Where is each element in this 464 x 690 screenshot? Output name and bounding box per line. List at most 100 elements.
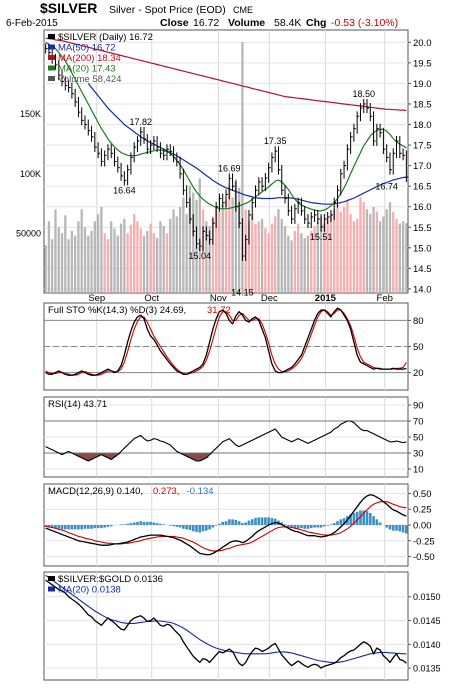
ratio-legend-swatch [48, 576, 55, 581]
rsi-line [45, 420, 407, 462]
sto-axis-tick-label: 20 [413, 368, 424, 379]
volume-bar [316, 221, 319, 293]
macd-histogram-bar [388, 525, 392, 530]
price-axis-tick-label: 16.5 [413, 182, 432, 193]
macd-histogram-bar [175, 525, 179, 527]
volume-bar [313, 226, 316, 293]
macd-histogram-bar [198, 525, 202, 533]
volume-bar [270, 223, 274, 293]
rsi-axis-tick-label: 30 [413, 449, 424, 460]
macd-histogram-bar [201, 525, 205, 532]
macd-histogram-bar [378, 522, 382, 525]
volume-bar [218, 211, 221, 293]
price-axis-tick-label: 14.0 [413, 284, 432, 295]
volume-bar [231, 197, 234, 293]
month-label: Sep [88, 293, 105, 304]
macd-histogram-bar [309, 525, 313, 529]
macd-histogram-bar [142, 521, 146, 525]
volume-bar [54, 209, 57, 293]
macd-histogram-bar [221, 521, 225, 525]
macd-histogram-bar [106, 525, 110, 527]
volume-bar [388, 202, 392, 293]
volume-tick-label: 150K [20, 109, 41, 119]
sto-axis-tick-label: 80 [413, 316, 424, 327]
macd-histogram-bar [191, 525, 195, 532]
volume-bar [51, 239, 54, 293]
rsi-oversold-fill [184, 453, 189, 457]
volume-bar [283, 226, 287, 293]
macd-histogram-bar [64, 525, 67, 530]
volume-bar [277, 209, 280, 293]
macd-histogram-bar [306, 525, 310, 529]
volume-bar [300, 233, 303, 293]
ratio-line [45, 579, 407, 669]
price-axis-tick-label: 18.0 [413, 120, 432, 131]
price-legend-entry: Volume 58,424 [58, 74, 121, 85]
volume-bar [224, 199, 228, 293]
price-axis-tick-label: 16.0 [413, 202, 432, 213]
macd-histogram-bar [336, 521, 339, 525]
macd-histogram-bar [283, 524, 287, 525]
macd-histogram-bar [375, 519, 379, 525]
volume-bar [106, 239, 110, 293]
price-axis-tick-label: 15.5 [413, 223, 432, 234]
volume-bar [365, 209, 369, 293]
volume-bar [392, 211, 395, 293]
macd-histogram-bar [145, 521, 149, 525]
macd-histogram-bar [323, 525, 326, 527]
legend-swatch [48, 76, 55, 81]
macd-histogram-bar [152, 522, 156, 525]
volume-bar [395, 218, 398, 293]
macd-histogram-bar [385, 525, 388, 528]
macd-histogram-bar [93, 525, 97, 529]
macd-histogram-bar [332, 523, 336, 525]
volume-bar [287, 235, 290, 293]
volume-bar [290, 240, 293, 293]
rsi-oversold-fill [187, 453, 192, 458]
volume-bar [326, 218, 329, 293]
macd-histogram-bar [257, 517, 261, 525]
macd-histogram-bar [96, 525, 100, 529]
macd-histogram-bar [247, 520, 251, 525]
volume-bar [228, 185, 231, 293]
volume-bar [133, 214, 136, 293]
volume-bar [241, 41, 244, 293]
macd-histogram-bar [57, 525, 61, 529]
macd-histogram-bar [296, 525, 300, 529]
volume-bar [80, 209, 83, 293]
price-annotation: 17.35 [264, 136, 287, 146]
volume-bar [205, 221, 208, 293]
macd-histogram-bar [132, 522, 136, 525]
macd-histogram-bar [362, 510, 366, 525]
rsi-oversold-fill [197, 453, 202, 461]
volume-bar [293, 230, 297, 293]
macd-histogram-bar [159, 523, 162, 525]
volume-bar [382, 216, 385, 293]
macd-axis-tick-label: -0.25 [413, 536, 435, 547]
volume-bar [47, 221, 51, 293]
price-legend-entry: MA(20) 17.43 [58, 64, 116, 75]
volume-label: Volume [228, 17, 265, 29]
volume-bar [155, 238, 159, 293]
close-value: 16.72 [193, 17, 219, 29]
rsi-oversold-fill [181, 453, 186, 455]
legend-swatch [48, 55, 55, 60]
rsi-oversold-fill [99, 453, 104, 455]
volume-bar [175, 216, 178, 293]
volume-bar [234, 179, 237, 293]
volume-bar [185, 214, 188, 293]
volume-bar [211, 216, 215, 293]
macd-histogram-bar [90, 525, 93, 529]
volume-bar [329, 214, 333, 293]
macd-histogram-bar [290, 525, 293, 528]
price-annotation: 16.69 [218, 163, 241, 173]
macd-histogram-bar [182, 525, 185, 529]
macd-histogram-bar [267, 517, 270, 525]
rsi-axis-tick-label: 10 [413, 465, 424, 476]
macd-histogram-bar [244, 522, 247, 525]
macd-histogram-bar [211, 525, 215, 528]
volume-bar [116, 235, 119, 293]
volume-bar [103, 233, 106, 293]
macd-histogram-bar [254, 518, 257, 525]
